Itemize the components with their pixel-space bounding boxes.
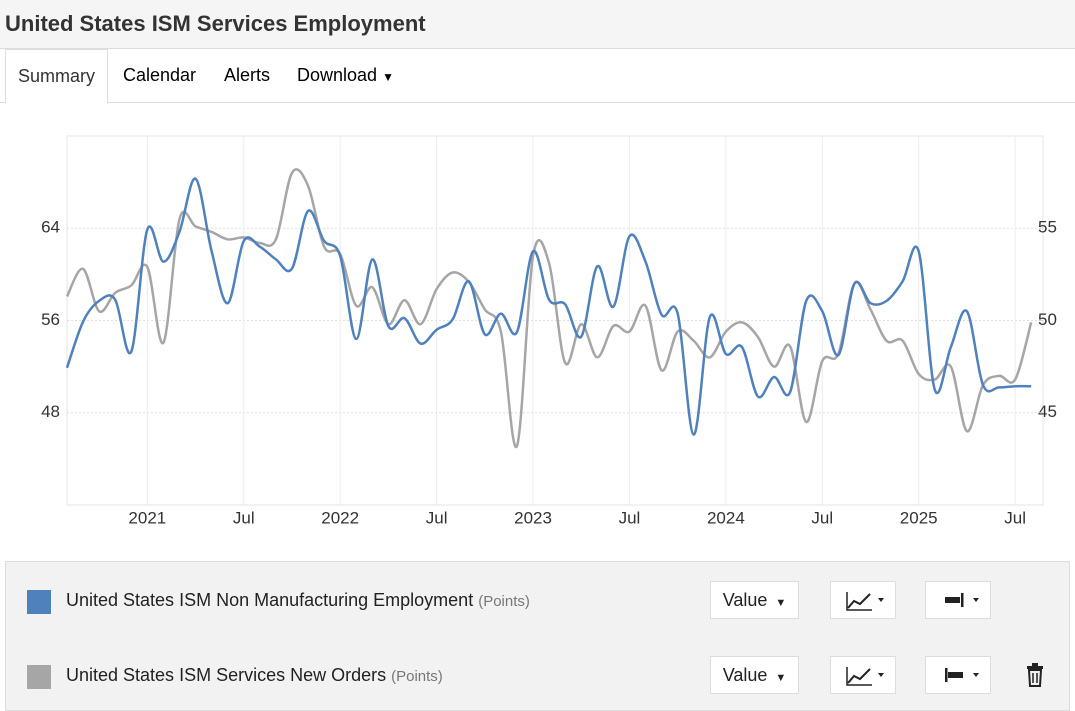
- tab[interactable]: Summary: [5, 49, 109, 104]
- button-label: Value: [722, 665, 768, 685]
- series-line: [65, 177, 1032, 436]
- caret: ▼: [775, 672, 787, 684]
- y-tick-label: 48: [41, 402, 60, 421]
- chart: 48 56 64 45 50 55 2021 Jul 2022 Jul 2023 Jul 2024 Jul…: [41, 135, 1057, 527]
- legend-row: United States ISM Non Manufacturing Empl…: [6, 581, 1071, 621]
- chart-type-button[interactable]: [830, 656, 896, 694]
- y-tick-label: 64: [41, 218, 60, 237]
- series-name: United States ISM Non Manufacturing Empl…: [66, 590, 474, 610]
- y2-tick-label: 45: [1038, 402, 1057, 421]
- x-tick-label: Jul: [619, 508, 641, 527]
- x-tick-label: Jul: [233, 508, 255, 527]
- icon: [945, 668, 979, 682]
- tab[interactable]: Calendar: [123, 65, 197, 85]
- y-tick-label: 56: [41, 310, 60, 329]
- series-unit: (Points): [478, 593, 530, 610]
- axis-button[interactable]: [925, 581, 991, 619]
- series-line: [65, 168, 1033, 449]
- header: United States ISM Services Employment: [0, 0, 1075, 49]
- legend-swatch: [27, 665, 51, 689]
- axis-button[interactable]: [925, 656, 991, 694]
- legend-swatch: [27, 590, 51, 614]
- tab-bar: Summary Calendar Alerts Download ▼: [0, 49, 1075, 104]
- icon: [846, 592, 884, 611]
- series-name: United States ISM Services New Orders: [66, 665, 387, 685]
- x-tick-label: 2025: [900, 508, 938, 527]
- delete-button[interactable]: [1024, 662, 1048, 690]
- value-button[interactable]: Value ▼: [710, 581, 799, 619]
- legend-row: United States ISM Services New Orders (P…: [6, 656, 1071, 696]
- y2-tick-label: 50: [1038, 310, 1057, 329]
- legend-panel: United States ISM Non Manufacturing Empl…: [5, 561, 1070, 711]
- y2-tick-label: 55: [1038, 218, 1057, 237]
- icon: [945, 593, 979, 607]
- x-tick-label: 2021: [128, 508, 166, 527]
- caret: ▼: [775, 597, 787, 609]
- trash-icon: [1027, 663, 1043, 687]
- x-tick-label: 2022: [321, 508, 359, 527]
- x-tick-label: Jul: [1004, 508, 1026, 527]
- tab[interactable]: Alerts: [224, 65, 271, 85]
- x-tick-label: 2024: [707, 508, 745, 527]
- x-tick-label: 2023: [514, 508, 552, 527]
- tab[interactable]: Download ▼: [297, 49, 394, 102]
- tab-label: Download: [297, 65, 378, 85]
- legend-label: United States ISM Non Manufacturing Empl…: [66, 590, 530, 611]
- caret: ▼: [382, 70, 394, 84]
- button-label: Value: [722, 590, 768, 610]
- legend-label: United States ISM Services New Orders (P…: [66, 665, 443, 686]
- page-title: United States ISM Services Employment: [5, 11, 426, 36]
- chart-type-button[interactable]: [830, 581, 896, 619]
- series-unit: (Points): [391, 668, 443, 685]
- value-button[interactable]: Value ▼: [710, 656, 799, 694]
- x-tick-label: Jul: [426, 508, 448, 527]
- x-tick-label: Jul: [811, 508, 833, 527]
- icon: [846, 667, 884, 686]
